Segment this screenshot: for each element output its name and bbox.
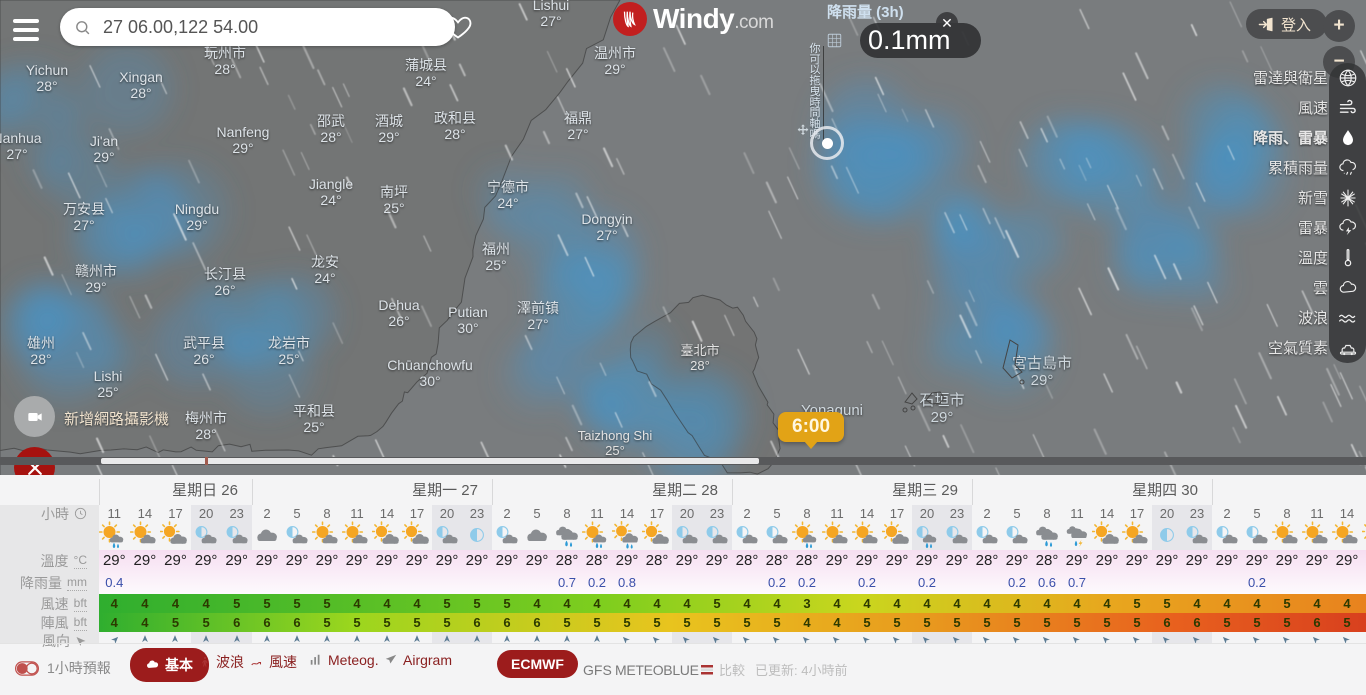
svg-text:26°: 26° xyxy=(388,313,409,329)
svg-text:25°: 25° xyxy=(303,419,324,435)
svg-text:Jiangle: Jiangle xyxy=(309,176,354,192)
svg-text:Chūanchowfu: Chūanchowfu xyxy=(387,357,473,373)
svg-text:28°: 28° xyxy=(690,358,710,373)
svg-text:25°: 25° xyxy=(485,257,506,273)
svg-text:Nanfeng: Nanfeng xyxy=(217,124,270,140)
svg-text:Taizhong Shi: Taizhong Shi xyxy=(578,428,653,443)
svg-text:28°: 28° xyxy=(130,85,151,101)
svg-text:Lishi: Lishi xyxy=(94,368,123,384)
svg-text:29°: 29° xyxy=(186,217,207,233)
svg-text:宮古島市: 宮古島市 xyxy=(1012,355,1072,372)
svg-text:27°: 27° xyxy=(596,227,617,243)
svg-text:27°: 27° xyxy=(567,126,588,142)
svg-text:政和县: 政和县 xyxy=(434,110,476,126)
svg-text:28°: 28° xyxy=(320,129,341,145)
svg-text:赣州市: 赣州市 xyxy=(75,263,117,279)
svg-text:宁德市: 宁德市 xyxy=(487,179,529,195)
svg-text:温州市: 温州市 xyxy=(594,45,636,61)
svg-text:24°: 24° xyxy=(415,73,436,89)
svg-text:Lishui: Lishui xyxy=(533,0,570,13)
svg-text:27°: 27° xyxy=(540,13,561,29)
svg-text:Yichun: Yichun xyxy=(26,62,68,78)
svg-text:26°: 26° xyxy=(214,282,235,298)
svg-text:澤前镇: 澤前镇 xyxy=(517,300,559,316)
svg-text:Putian: Putian xyxy=(448,304,488,320)
svg-text:Dongyin: Dongyin xyxy=(581,211,632,227)
svg-text:24°: 24° xyxy=(497,195,518,211)
svg-text:雄州: 雄州 xyxy=(27,335,55,351)
svg-text:万安县: 万安县 xyxy=(63,201,105,217)
svg-text:邵武: 邵武 xyxy=(317,113,345,129)
svg-text:30°: 30° xyxy=(419,373,440,389)
svg-text:龙安: 龙安 xyxy=(311,254,339,270)
svg-text:29°: 29° xyxy=(1031,372,1054,389)
svg-text:28°: 28° xyxy=(36,78,57,94)
svg-text:福鼎: 福鼎 xyxy=(564,110,592,126)
svg-text:Nanhua: Nanhua xyxy=(0,130,42,146)
svg-text:29°: 29° xyxy=(93,149,114,165)
svg-text:24°: 24° xyxy=(314,270,335,286)
svg-text:酒城: 酒城 xyxy=(375,113,403,129)
svg-text:Ningdu: Ningdu xyxy=(175,201,219,217)
svg-text:25°: 25° xyxy=(97,384,118,400)
svg-text:梅州市: 梅州市 xyxy=(185,410,227,426)
svg-text:Ji'an: Ji'an xyxy=(90,133,118,149)
svg-text:Dehua: Dehua xyxy=(378,297,419,313)
svg-text:28°: 28° xyxy=(444,126,465,142)
svg-text:南坪: 南坪 xyxy=(380,184,408,200)
svg-text:27°: 27° xyxy=(527,316,548,332)
svg-text:28°: 28° xyxy=(195,426,216,442)
svg-text:29°: 29° xyxy=(931,409,954,426)
svg-text:蒲城县: 蒲城县 xyxy=(405,57,447,73)
svg-text:25°: 25° xyxy=(278,351,299,367)
svg-text:平和县: 平和县 xyxy=(293,403,335,419)
svg-text:29°: 29° xyxy=(232,140,253,156)
svg-text:29°: 29° xyxy=(378,129,399,145)
svg-text:武平县: 武平县 xyxy=(183,335,225,351)
svg-text:27°: 27° xyxy=(73,217,94,233)
svg-text:龙岩市: 龙岩市 xyxy=(268,335,310,351)
svg-text:28°: 28° xyxy=(30,351,51,367)
svg-text:长汀县: 长汀县 xyxy=(204,266,246,282)
svg-text:25°: 25° xyxy=(605,443,625,458)
svg-text:25°: 25° xyxy=(383,200,404,216)
svg-text:27°: 27° xyxy=(6,146,27,162)
svg-text:28°: 28° xyxy=(214,61,235,77)
svg-text:30°: 30° xyxy=(457,320,478,336)
svg-text:26°: 26° xyxy=(193,351,214,367)
svg-text:24°: 24° xyxy=(320,192,341,208)
svg-text:福州: 福州 xyxy=(482,241,510,257)
svg-text:玩州市: 玩州市 xyxy=(204,45,246,61)
svg-text:29°: 29° xyxy=(604,61,625,77)
svg-text:臺北市: 臺北市 xyxy=(680,343,719,358)
svg-text:29°: 29° xyxy=(85,279,106,295)
svg-text:Xingan: Xingan xyxy=(119,69,163,85)
